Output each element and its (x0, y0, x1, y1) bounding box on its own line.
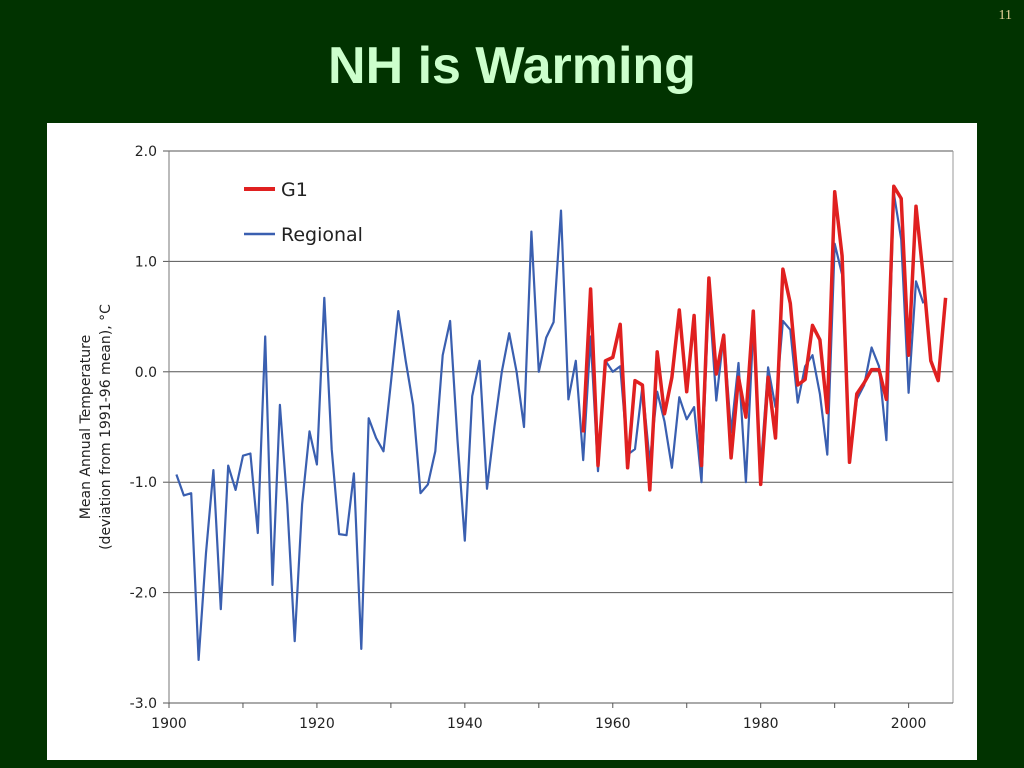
x-tick-label: 1920 (299, 716, 335, 732)
y-axis-title: Mean Annual Temperature (deviation from 1… (78, 304, 114, 550)
x-tick-label: 1900 (151, 716, 187, 732)
slide-title: NH is Warming (328, 37, 696, 95)
axes (163, 150, 954, 708)
temperature-line-chart: 2.0 1.0 0.0 -1.0 -2.0 -3.0 1900 1920 1940 1960 198… (78, 144, 954, 732)
series-line-regional (175, 191, 925, 662)
legend-label-regional: Regional (281, 224, 363, 246)
y-axis-title-line1: Mean Annual Temperature (78, 335, 94, 519)
legend-label-g1: G1 (281, 179, 308, 201)
y-tick-label: -2.0 (130, 586, 157, 602)
y-axis-title-line2: (deviation from 1991-96 mean), °C (98, 304, 114, 550)
tick-labels: 2.0 1.0 0.0 -1.0 -2.0 -3.0 1900 1920 1940 1960 198… (130, 144, 927, 732)
x-tick-label: 2000 (891, 716, 927, 732)
y-tick-label: -3.0 (130, 696, 157, 712)
y-tick-label: 1.0 (135, 254, 157, 270)
chart-panel: 2.0 1.0 0.0 -1.0 -2.0 -3.0 1900 1920 1940 1960 198… (47, 123, 977, 760)
y-tick-label: 2.0 (135, 144, 157, 160)
slide-number: 11 (998, 8, 1012, 23)
x-tick-label: 1960 (595, 716, 631, 732)
x-tick-label: 1980 (743, 716, 779, 732)
series-line-g1 (581, 184, 948, 492)
y-tick-label: -1.0 (130, 475, 157, 491)
x-tick-label: 1940 (447, 716, 483, 732)
y-tick-label: 0.0 (135, 365, 157, 381)
legend: G1 Regional (244, 179, 363, 246)
series-lines (175, 184, 948, 662)
